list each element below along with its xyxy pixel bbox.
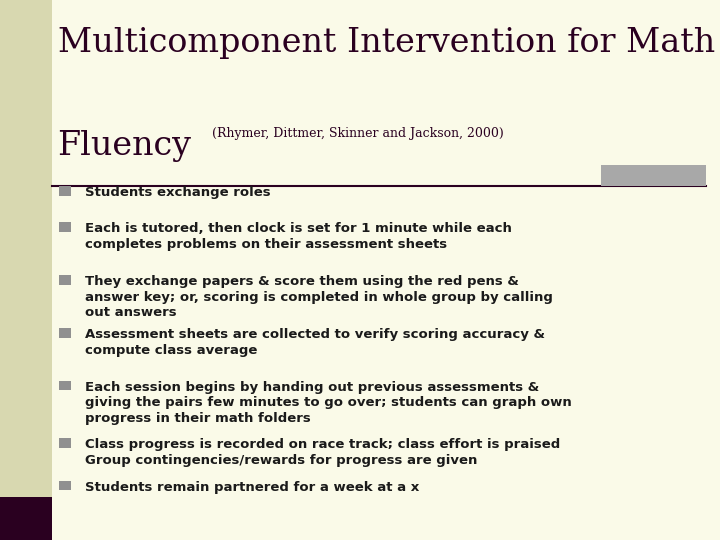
Text: Each session begins by handing out previous assessments &
giving the pairs few m: Each session begins by handing out previ… xyxy=(85,381,572,424)
Text: Fluency: Fluency xyxy=(58,130,192,161)
Text: (Rhymer, Dittmer, Skinner and Jackson, 2000): (Rhymer, Dittmer, Skinner and Jackson, 2… xyxy=(212,127,504,140)
Bar xyxy=(59,222,71,232)
Text: They exchange papers & score them using the red pens &
answer key; or, scoring i: They exchange papers & score them using … xyxy=(85,275,553,319)
Text: Students remain partnered for a week at a x: Students remain partnered for a week at … xyxy=(85,481,419,494)
Bar xyxy=(59,328,71,338)
Text: Assessment sheets are collected to verify scoring accuracy &
compute class avera: Assessment sheets are collected to verif… xyxy=(85,328,545,357)
Text: Multicomponent Intervention for Math: Multicomponent Intervention for Math xyxy=(58,27,715,59)
Text: Students exchange roles: Students exchange roles xyxy=(85,186,271,199)
Bar xyxy=(0,0,52,540)
Bar xyxy=(0,497,52,540)
Bar xyxy=(59,438,71,448)
Text: Class progress is recorded on race track; class effort is praised
Group continge: Class progress is recorded on race track… xyxy=(85,438,560,467)
Bar xyxy=(59,275,71,285)
Bar xyxy=(59,186,71,196)
Bar xyxy=(601,165,706,186)
Bar xyxy=(59,381,71,390)
Bar xyxy=(59,481,71,490)
Text: Each is tutored, then clock is set for 1 minute while each
completes problems on: Each is tutored, then clock is set for 1… xyxy=(85,222,512,251)
